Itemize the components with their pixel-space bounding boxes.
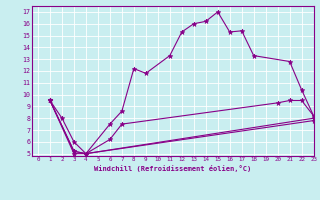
X-axis label: Windchill (Refroidissement éolien,°C): Windchill (Refroidissement éolien,°C) [94, 165, 252, 172]
